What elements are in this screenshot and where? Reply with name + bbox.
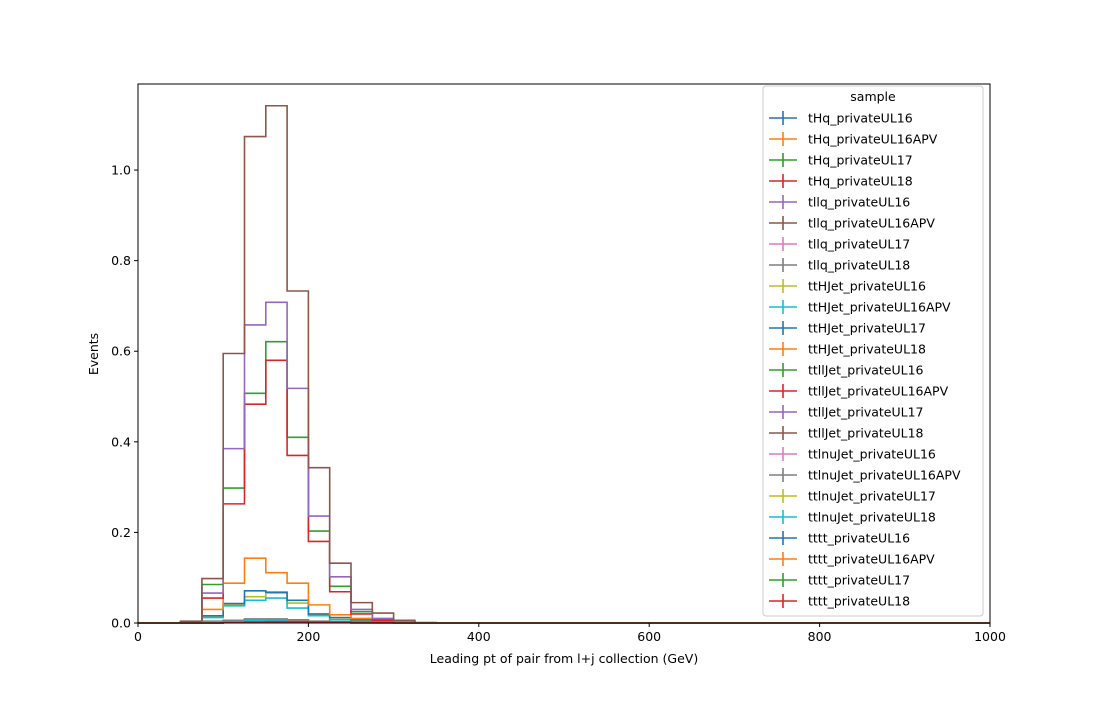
legend-entry: ttlnuJet_privateUL16	[769, 447, 936, 462]
legend-label: tttt_privateUL17	[808, 573, 910, 588]
legend-title: sample	[850, 89, 896, 104]
legend: sample tHq_privateUL16 tHq_privateUL16APV…	[762, 85, 984, 617]
legend-label: tllq_privateUL17	[808, 237, 910, 252]
legend-entry: tllq_privateUL16APV	[769, 216, 935, 231]
legend-entry: ttHJet_privateUL18	[769, 342, 926, 357]
legend-entry: tHq_privateUL16	[769, 111, 913, 126]
legend-label: tttt_privateUL18	[808, 594, 910, 609]
legend-entry: tttt_privateUL18	[769, 594, 910, 609]
legend-entries: tHq_privateUL16 tHq_privateUL16APV tHq_pri…	[769, 111, 961, 609]
x-tick-label: 1000	[974, 629, 1006, 644]
legend-entry: tllq_privateUL17	[769, 237, 910, 252]
legend-entry: tllq_privateUL16	[769, 195, 910, 210]
legend-label: ttlnuJet_privateUL16APV	[808, 468, 961, 483]
x-axis-ticks: 0 200 400 600 800 1000	[134, 623, 1006, 644]
legend-entry: ttllJet_privateUL16APV	[769, 384, 949, 399]
legend-entry: ttlnuJet_privateUL17	[769, 489, 936, 504]
y-axis-ticks: 0.0 0.2 0.4 0.6 0.8 1.0	[111, 163, 138, 631]
legend-frame	[762, 85, 984, 617]
y-tick-label: 0.4	[111, 434, 131, 449]
y-tick-label: 0.2	[111, 525, 131, 540]
legend-entry: tHq_privateUL17	[769, 153, 913, 168]
legend-label: tttt_privateUL16APV	[808, 552, 935, 567]
legend-label: ttHJet_privateUL16APV	[808, 300, 951, 315]
x-tick-label: 800	[808, 629, 832, 644]
x-tick-label: 0	[134, 629, 142, 644]
legend-label: tHq_privateUL16	[808, 111, 913, 126]
legend-entry: tttt_privateUL16	[769, 531, 910, 546]
x-axis-label: Leading pt of pair from l+j collection (…	[430, 651, 698, 666]
legend-entry: tHq_privateUL18	[769, 174, 913, 189]
legend-entry: ttHJet_privateUL16	[769, 279, 926, 294]
legend-entry: tHq_privateUL16APV	[769, 132, 938, 147]
legend-label: ttlnuJet_privateUL18	[808, 510, 936, 525]
legend-entry: ttllJet_privateUL17	[769, 405, 924, 420]
legend-label: ttHJet_privateUL16	[808, 279, 926, 294]
legend-entry: ttHJet_privateUL16APV	[769, 300, 951, 315]
y-tick-label: 0.6	[111, 344, 131, 359]
y-tick-label: 0.0	[111, 616, 131, 631]
plot-frame	[137, 83, 991, 624]
legend-label: tHq_privateUL16APV	[808, 132, 938, 147]
x-tick-label: 400	[467, 629, 491, 644]
legend-label: ttllJet_privateUL16	[808, 363, 924, 378]
y-axis-label: Events	[86, 333, 101, 375]
legend-label: tllq_privateUL16APV	[808, 216, 935, 231]
legend-label: ttllJet_privateUL18	[808, 426, 924, 441]
legend-label: tllq_privateUL18	[808, 258, 910, 273]
legend-entry: tttt_privateUL16APV	[769, 552, 935, 567]
legend-label: tHq_privateUL17	[808, 153, 913, 168]
y-tick-label: 1.0	[111, 163, 131, 178]
x-tick-label: 200	[296, 629, 320, 644]
legend-entry: ttllJet_privateUL16	[769, 363, 924, 378]
legend-label: ttllJet_privateUL16APV	[808, 384, 949, 399]
legend-label: ttHJet_privateUL17	[808, 321, 926, 336]
y-tick-label: 0.8	[111, 253, 131, 268]
legend-label: tttt_privateUL16	[808, 531, 910, 546]
legend-entry: tttt_privateUL17	[769, 573, 910, 588]
x-tick-label: 600	[637, 629, 661, 644]
legend-label: tHq_privateUL18	[808, 174, 913, 189]
legend-entry: ttllJet_privateUL18	[769, 426, 924, 441]
legend-label: tllq_privateUL16	[808, 195, 910, 210]
legend-label: ttllJet_privateUL17	[808, 405, 924, 420]
legend-entry: ttlnuJet_privateUL18	[769, 510, 936, 525]
legend-entry: ttHJet_privateUL17	[769, 321, 926, 336]
legend-label: ttlnuJet_privateUL17	[808, 489, 936, 504]
legend-entry: ttlnuJet_privateUL16APV	[769, 468, 961, 483]
legend-label: ttlnuJet_privateUL16	[808, 447, 936, 462]
legend-label: ttHJet_privateUL18	[808, 342, 926, 357]
legend-entry: tllq_privateUL18	[769, 258, 910, 273]
